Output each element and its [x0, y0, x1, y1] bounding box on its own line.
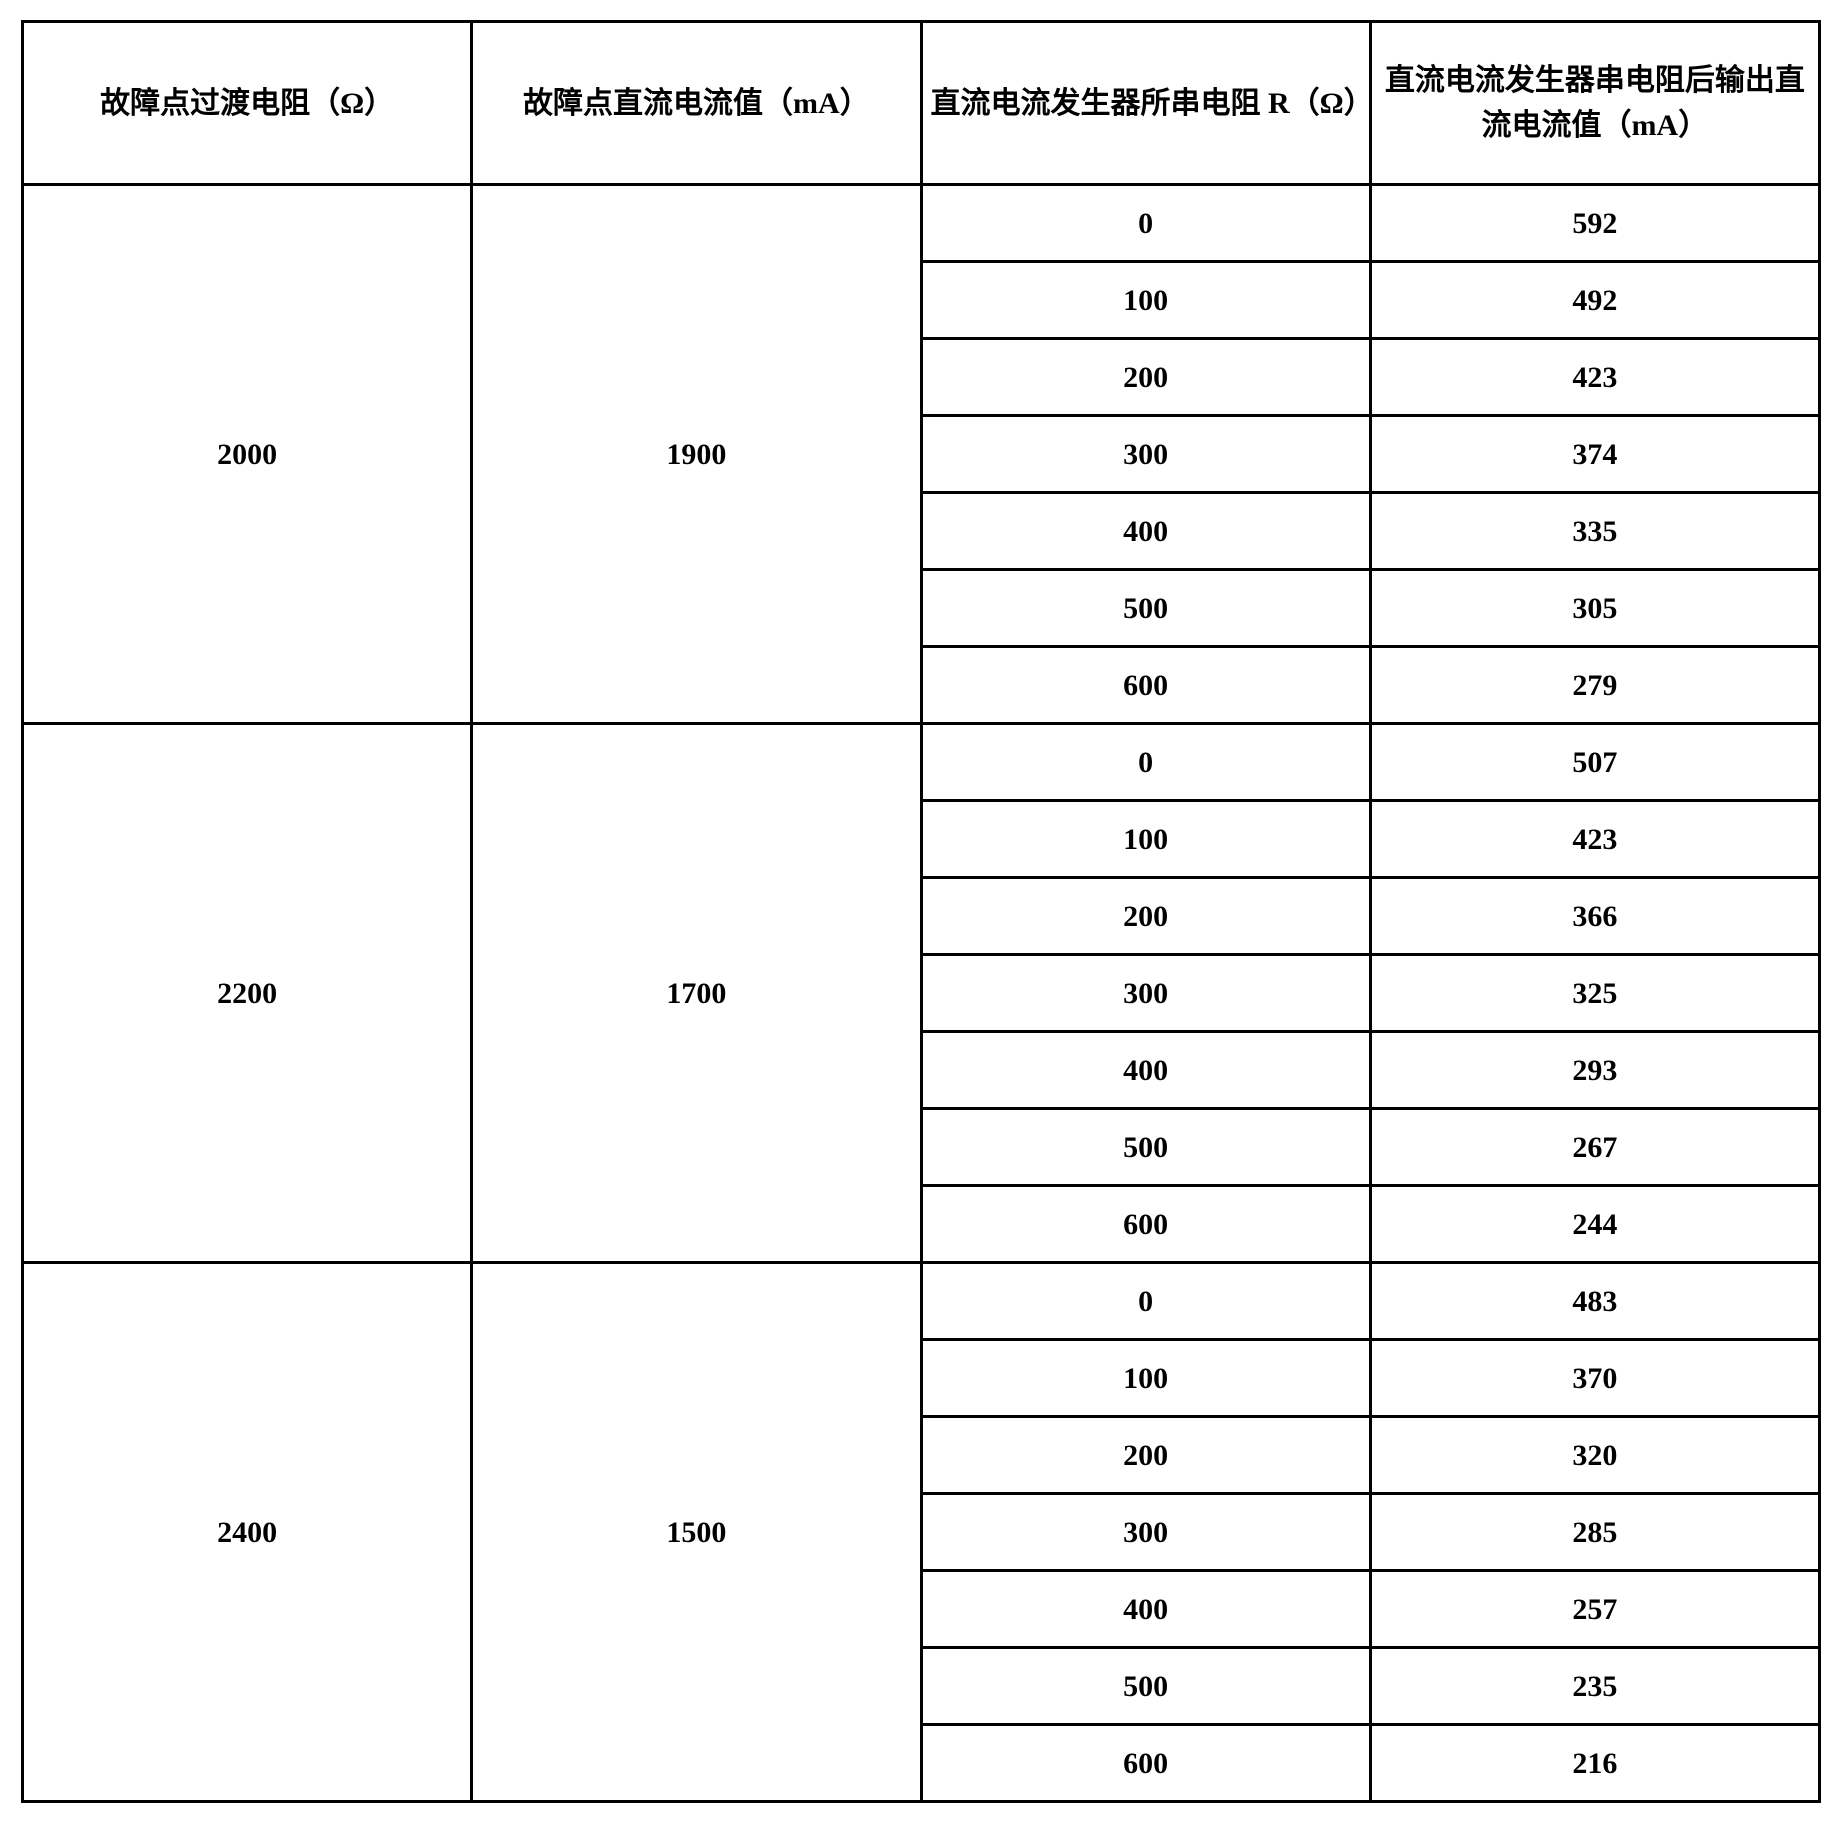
cell-group-c1: 1900 — [472, 185, 921, 724]
cell-c2: 0 — [921, 1263, 1370, 1340]
cell-c3: 423 — [1370, 339, 1819, 416]
cell-c2: 600 — [921, 647, 1370, 724]
col-header-1: 故障点直流电流值（mA） — [472, 22, 921, 185]
cell-c3: 370 — [1370, 1340, 1819, 1417]
cell-group-c0: 2200 — [23, 724, 472, 1263]
cell-c3: 235 — [1370, 1648, 1819, 1725]
cell-c2: 100 — [921, 801, 1370, 878]
cell-c2: 600 — [921, 1725, 1370, 1802]
cell-c2: 300 — [921, 416, 1370, 493]
cell-c2: 400 — [921, 1571, 1370, 1648]
cell-c3: 267 — [1370, 1109, 1819, 1186]
cell-c3: 492 — [1370, 262, 1819, 339]
cell-group-c1: 1500 — [472, 1263, 921, 1802]
cell-c2: 400 — [921, 1032, 1370, 1109]
cell-c3: 423 — [1370, 801, 1819, 878]
cell-c3: 279 — [1370, 647, 1819, 724]
cell-c2: 100 — [921, 1340, 1370, 1417]
cell-c2: 400 — [921, 493, 1370, 570]
cell-c2: 0 — [921, 724, 1370, 801]
cell-c3: 244 — [1370, 1186, 1819, 1263]
table-row: 2400 1500 0 483 — [23, 1263, 1820, 1340]
cell-c2: 500 — [921, 570, 1370, 647]
cell-c3: 320 — [1370, 1417, 1819, 1494]
table-row: 2000 1900 0 592 — [23, 185, 1820, 262]
cell-c3: 335 — [1370, 493, 1819, 570]
cell-c3: 293 — [1370, 1032, 1819, 1109]
table-body: 2000 1900 0 592 100 492 200 423 300 374 … — [23, 185, 1820, 1802]
cell-c2: 100 — [921, 262, 1370, 339]
col-header-2: 直流电流发生器所串电阻 R（Ω） — [921, 22, 1370, 185]
cell-c3: 366 — [1370, 878, 1819, 955]
cell-c3: 216 — [1370, 1725, 1819, 1802]
cell-c2: 200 — [921, 878, 1370, 955]
data-table: 故障点过渡电阻（Ω） 故障点直流电流值（mA） 直流电流发生器所串电阻 R（Ω）… — [21, 20, 1821, 1803]
cell-c2: 500 — [921, 1109, 1370, 1186]
col-header-3: 直流电流发生器串电阻后输出直流电流值（mA） — [1370, 22, 1819, 185]
cell-c2: 600 — [921, 1186, 1370, 1263]
cell-group-c1: 1700 — [472, 724, 921, 1263]
cell-c2: 0 — [921, 185, 1370, 262]
cell-c3: 483 — [1370, 1263, 1819, 1340]
cell-group-c0: 2000 — [23, 185, 472, 724]
cell-c3: 325 — [1370, 955, 1819, 1032]
cell-c2: 300 — [921, 955, 1370, 1032]
cell-c3: 374 — [1370, 416, 1819, 493]
cell-c3: 305 — [1370, 570, 1819, 647]
cell-c3: 592 — [1370, 185, 1819, 262]
cell-group-c0: 2400 — [23, 1263, 472, 1802]
cell-c2: 300 — [921, 1494, 1370, 1571]
cell-c2: 200 — [921, 1417, 1370, 1494]
cell-c3: 507 — [1370, 724, 1819, 801]
header-row: 故障点过渡电阻（Ω） 故障点直流电流值（mA） 直流电流发生器所串电阻 R（Ω）… — [23, 22, 1820, 185]
cell-c3: 257 — [1370, 1571, 1819, 1648]
table-row: 2200 1700 0 507 — [23, 724, 1820, 801]
col-header-0: 故障点过渡电阻（Ω） — [23, 22, 472, 185]
cell-c3: 285 — [1370, 1494, 1819, 1571]
cell-c2: 500 — [921, 1648, 1370, 1725]
cell-c2: 200 — [921, 339, 1370, 416]
